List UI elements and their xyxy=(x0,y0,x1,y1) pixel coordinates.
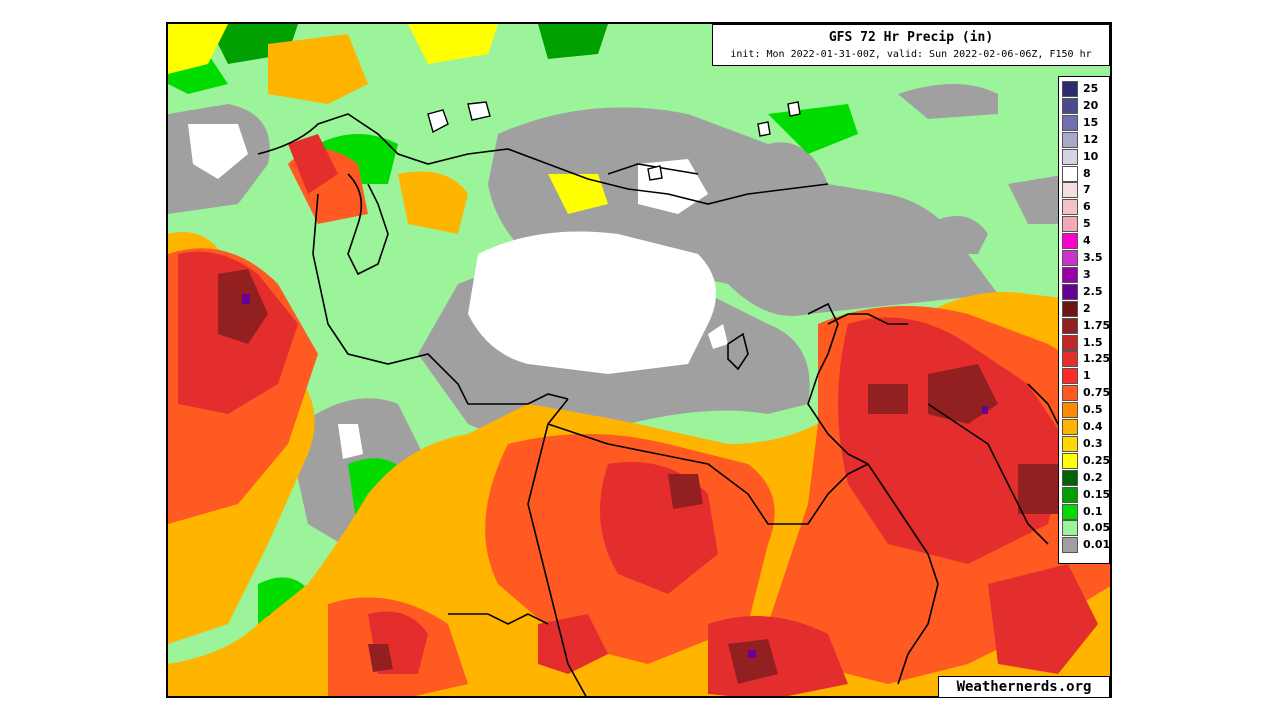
legend-swatch xyxy=(1062,97,1078,114)
legend-item: 6 xyxy=(1062,199,1110,216)
legend-swatch xyxy=(1062,250,1078,266)
legend-label: 8 xyxy=(1083,166,1091,180)
legend-swatch xyxy=(1062,402,1078,419)
legend-label: 10 xyxy=(1083,149,1099,163)
legend-label: 7 xyxy=(1083,183,1091,197)
precip-zone-2.5 xyxy=(242,294,988,658)
legend-item: 0.3 xyxy=(1062,435,1110,452)
legend-item: 25 xyxy=(1062,81,1110,97)
legend-item: 3.5 xyxy=(1062,250,1110,266)
legend-label: 5 xyxy=(1083,217,1091,231)
map-title: GFS 72 Hr Precip (in) xyxy=(828,30,994,45)
legend-label: 0.5 xyxy=(1083,403,1103,417)
legend-swatch xyxy=(1062,148,1078,165)
legend-item: 5 xyxy=(1062,216,1110,233)
legend-swatch xyxy=(1062,182,1078,199)
legend-swatch xyxy=(1062,216,1078,233)
legend-swatch xyxy=(1062,334,1078,351)
legend-item: 7 xyxy=(1062,182,1110,199)
legend-label: 0.2 xyxy=(1083,470,1103,484)
legend-swatch xyxy=(1062,114,1078,131)
legend-label: 1 xyxy=(1083,369,1091,383)
legend-label: 0.3 xyxy=(1083,436,1103,450)
legend-swatch xyxy=(1062,486,1078,503)
legend-label: 0.25 xyxy=(1083,453,1111,467)
precip-map-svg xyxy=(168,24,1110,696)
legend-swatch xyxy=(1062,368,1078,385)
legend-item: 0.2 xyxy=(1062,469,1110,486)
legend-label: 0.01 xyxy=(1083,538,1111,552)
legend-item: 12 xyxy=(1062,131,1110,148)
legend-label: 6 xyxy=(1083,200,1091,214)
legend-item: 0.5 xyxy=(1062,402,1110,419)
legend-swatch xyxy=(1062,537,1078,554)
legend-item: 15 xyxy=(1062,114,1110,131)
legend-item: 0.1 xyxy=(1062,503,1110,520)
legend-swatch xyxy=(1062,266,1078,283)
legend-swatch xyxy=(1062,165,1078,182)
legend-swatch xyxy=(1062,131,1078,148)
legend-label: 1.25 xyxy=(1083,352,1111,366)
legend-item: 0.75 xyxy=(1062,385,1111,402)
legend-item: 2 xyxy=(1062,300,1110,317)
legend-label: 12 xyxy=(1083,132,1099,146)
legend-label: 0.15 xyxy=(1083,487,1111,501)
legend-swatch xyxy=(1062,317,1078,334)
legend-item: 0.4 xyxy=(1062,419,1110,435)
legend-label: 0.05 xyxy=(1083,521,1111,535)
legend-label: 0.4 xyxy=(1083,420,1103,433)
legend-swatch xyxy=(1062,81,1078,97)
legend-label: 25 xyxy=(1083,82,1099,95)
legend-item: 1.5 xyxy=(1062,334,1110,351)
precip-map xyxy=(166,22,1112,698)
legend-item: 4 xyxy=(1062,233,1110,250)
legend-item: 0.01 xyxy=(1062,537,1111,554)
legend-item: 0.25 xyxy=(1062,452,1111,469)
legend-label: 4 xyxy=(1083,234,1091,248)
legend-item: 0.15 xyxy=(1062,486,1111,503)
legend-swatch xyxy=(1062,452,1078,469)
legend-item: 0.05 xyxy=(1062,520,1111,537)
legend-item: 1 xyxy=(1062,368,1110,385)
legend-swatch xyxy=(1062,503,1078,520)
legend-label: 1.75 xyxy=(1083,318,1111,332)
legend-swatch xyxy=(1062,199,1078,216)
legend-swatch xyxy=(1062,469,1078,486)
legend-label: 3.5 xyxy=(1083,251,1103,264)
map-title-box: GFS 72 Hr Precip (in) init: Mon 2022-01-… xyxy=(712,24,1110,66)
legend-label: 2.5 xyxy=(1083,284,1103,298)
islands xyxy=(427,101,801,181)
legend-label: 3 xyxy=(1083,267,1091,281)
legend-label: 15 xyxy=(1083,115,1099,129)
map-subtitle: init: Mon 2022-01-31-00Z, valid: Sun 202… xyxy=(730,49,1092,60)
legend-item: 1.25 xyxy=(1062,351,1111,368)
legend-item: 20 xyxy=(1062,97,1110,114)
credit-label: Weathernerds.org xyxy=(938,676,1110,698)
legend-swatch xyxy=(1062,419,1078,435)
legend-item: 1.75 xyxy=(1062,317,1111,334)
legend-swatch xyxy=(1062,385,1078,402)
legend-item: 2.5 xyxy=(1062,283,1110,300)
legend-swatch xyxy=(1062,435,1078,452)
precip-zone-2 xyxy=(218,269,1058,684)
legend-item: 3 xyxy=(1062,266,1110,283)
legend-swatch xyxy=(1062,351,1078,368)
legend-label: 0.75 xyxy=(1083,386,1111,400)
legend-swatch xyxy=(1062,233,1078,250)
color-legend: 25 20 15 12 10 8 7 6 5 4 3.5 3 2.5 2 1.75 1.5 1.25 1 0.75 0… xyxy=(1058,76,1110,564)
legend-label: 0.1 xyxy=(1083,504,1103,518)
legend-swatch xyxy=(1062,283,1078,300)
legend-label: 1.5 xyxy=(1083,335,1103,349)
legend-item: 10 xyxy=(1062,148,1110,165)
legend-label: 2 xyxy=(1083,301,1091,315)
legend-item: 8 xyxy=(1062,165,1110,182)
legend-swatch xyxy=(1062,520,1078,537)
legend-label: 20 xyxy=(1083,98,1099,112)
legend-swatch xyxy=(1062,300,1078,317)
